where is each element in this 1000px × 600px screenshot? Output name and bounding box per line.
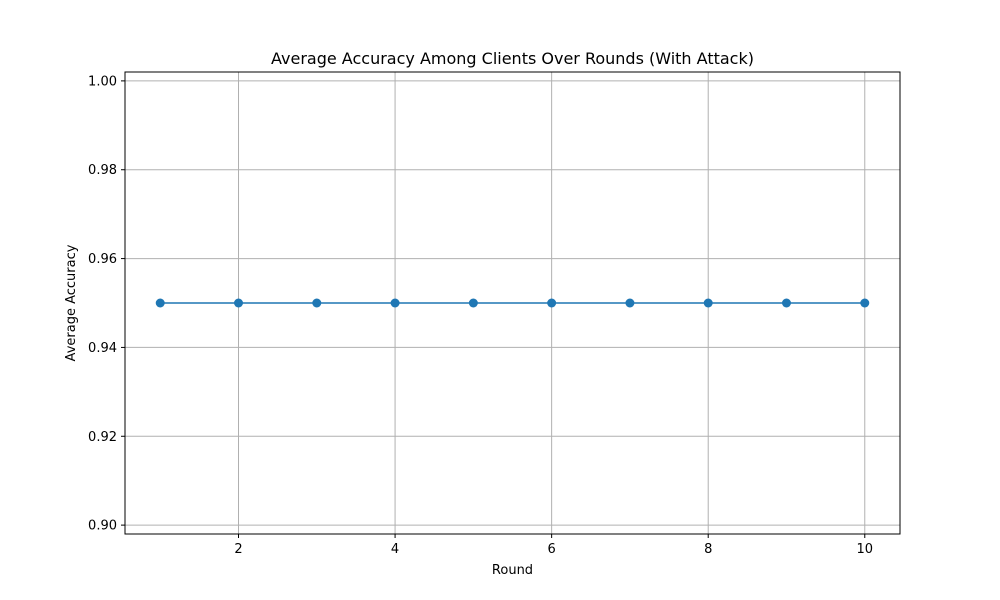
y-tick-label: 1.00 bbox=[88, 74, 117, 89]
data-point-marker bbox=[390, 298, 400, 308]
x-tick-label: 8 bbox=[704, 542, 712, 557]
data-point-marker bbox=[312, 298, 322, 308]
y-tick-label: 0.90 bbox=[88, 519, 117, 534]
x-tick-label: 2 bbox=[234, 542, 242, 557]
y-axis-ticks: 0.90 0.92 0.94 0.96 0.98 1.00 bbox=[88, 74, 125, 534]
data-point-marker bbox=[703, 298, 713, 308]
y-tick-label: 0.92 bbox=[88, 430, 117, 445]
y-tick-label: 0.98 bbox=[88, 163, 117, 178]
x-tick-label: 4 bbox=[391, 542, 399, 557]
y-tick-label: 0.96 bbox=[88, 252, 117, 267]
data-point-marker bbox=[155, 298, 165, 308]
data-point-marker bbox=[547, 298, 557, 308]
x-axis-label: Round bbox=[492, 563, 533, 578]
y-tick-label: 0.94 bbox=[88, 341, 117, 356]
data-point-marker bbox=[625, 298, 635, 308]
data-point-marker bbox=[234, 298, 244, 308]
x-axis-ticks: 2 4 6 8 10 bbox=[234, 534, 873, 557]
data-point-marker bbox=[781, 298, 791, 308]
data-series bbox=[155, 298, 870, 308]
y-axis-label: Average Accuracy bbox=[64, 244, 79, 361]
chart-title: Average Accuracy Among Clients Over Roun… bbox=[271, 49, 754, 68]
x-tick-label: 6 bbox=[548, 542, 556, 557]
plot-area-frame bbox=[124, 71, 901, 535]
data-point-marker bbox=[468, 298, 478, 308]
x-tick-label: 10 bbox=[856, 542, 873, 557]
data-point-marker bbox=[860, 298, 870, 308]
